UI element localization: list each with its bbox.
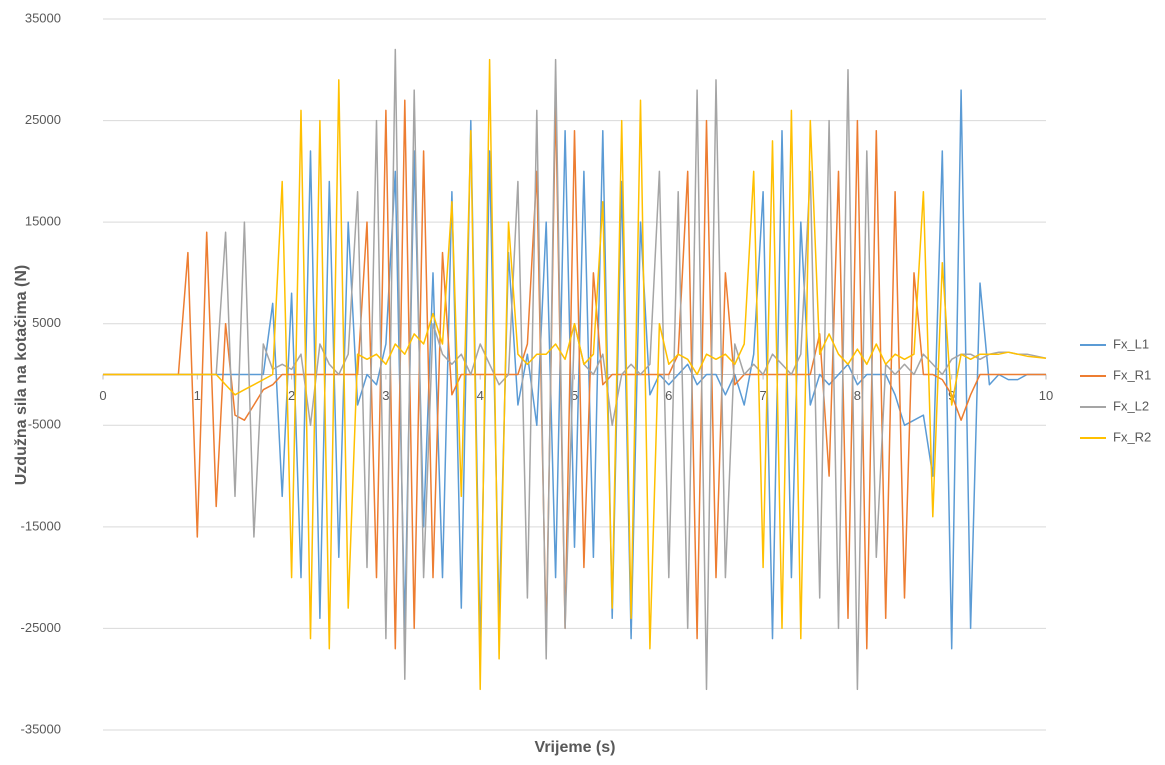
x-tick-label: 6 <box>665 388 672 403</box>
x-axis-title: Vrijeme (s) <box>535 739 616 756</box>
y-tick-label: 15000 <box>25 214 61 229</box>
y-tick-label: 25000 <box>25 112 61 127</box>
x-tick-label: 10 <box>1039 388 1053 403</box>
data-line <box>103 89 1046 650</box>
x-tick-label: 5 <box>571 388 578 403</box>
y-tick-label: -5000 <box>28 417 61 432</box>
y-tick-label: 5000 <box>32 315 61 330</box>
legend-label: Fx_L2 <box>1113 398 1149 413</box>
y-tick-label: -35000 <box>21 721 61 736</box>
y-tick-label: -25000 <box>21 620 61 635</box>
x-tick-label: 2 <box>288 388 295 403</box>
legend-label: Fx_R2 <box>1113 429 1151 444</box>
x-tick-label: 0 <box>99 388 106 403</box>
data-line <box>103 58 1047 691</box>
x-tick-label: 4 <box>477 388 484 403</box>
y-axis-title: Uzdužna sila na kotačima (N) <box>13 265 30 486</box>
legend-label: Fx_L1 <box>1113 336 1149 351</box>
legend-label: Fx_R1 <box>1113 367 1151 382</box>
x-tick-label: 1 <box>194 388 201 403</box>
y-tick-label: 35000 <box>25 10 61 25</box>
y-tick-label: -15000 <box>21 518 61 533</box>
x-tick-label: 8 <box>854 388 861 403</box>
x-tick-label: 7 <box>759 388 766 403</box>
x-tick-label: 3 <box>382 388 389 403</box>
